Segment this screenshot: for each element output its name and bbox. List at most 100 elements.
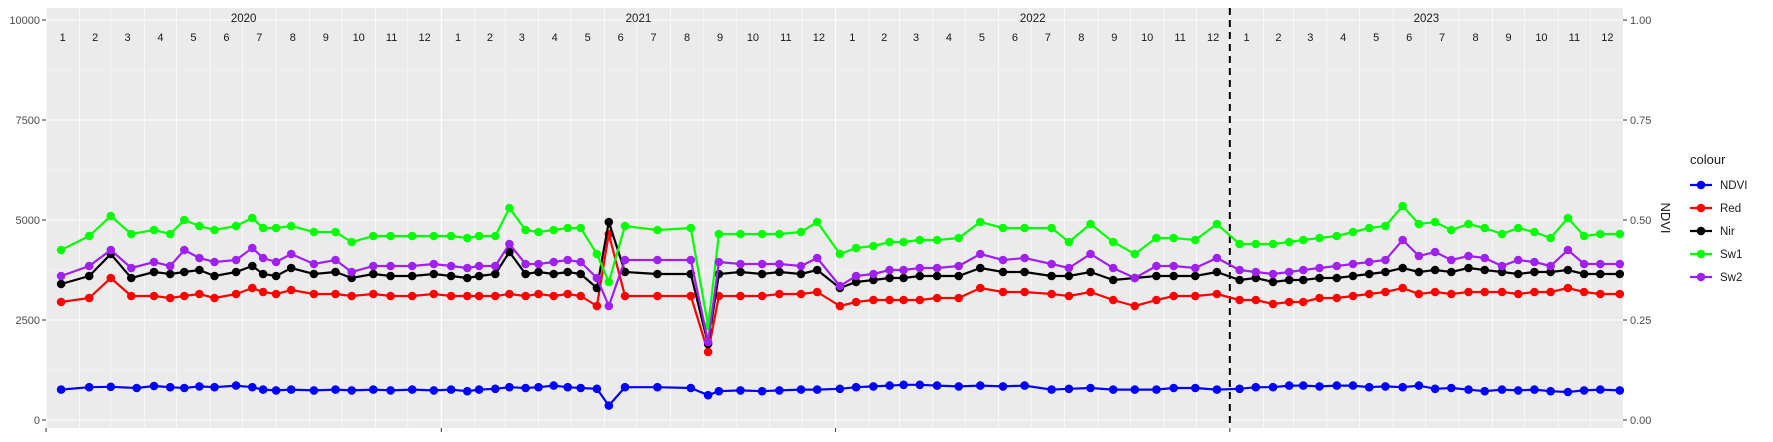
sw2-point [1546,261,1555,271]
nir-point [446,271,456,281]
sw2-point [1086,249,1095,259]
red-point [407,291,417,301]
red-point [1513,289,1523,299]
nir-point [796,269,806,279]
sw2-point [736,259,745,269]
sw2-point [429,259,439,269]
series-ndvi [56,380,1625,410]
month-label: 5 [190,32,196,44]
sw2-point [932,263,942,273]
ndvi-point [932,381,942,390]
sw1-point [775,229,784,239]
month-label: 5 [979,32,985,44]
ndvi-point [149,381,159,391]
nir-point [1108,275,1118,285]
sw1-point [1480,223,1489,233]
ndvi-point [386,386,395,395]
sw1-point [1332,231,1342,241]
nir-point [576,269,585,279]
legend-label-red: Red [1720,203,1741,215]
red-point [1284,297,1294,307]
legend-title: colour [1690,152,1726,167]
ndvi-point [1020,381,1029,390]
nir-point [463,273,472,283]
legend-key-red-point [1696,203,1706,213]
y-tick-label: 10000 [9,15,40,27]
sw1-point [592,249,602,259]
ndvi-point [757,386,767,396]
red-point [1268,299,1278,309]
legend-key-nir-point [1696,226,1706,236]
red-point [1130,301,1140,311]
ndvi-point [1513,386,1523,395]
red-point [386,291,395,301]
sw2-point [231,255,241,265]
red-point [505,289,514,299]
month-label: 4 [552,32,558,44]
red-point [592,301,602,311]
nir-point [932,271,942,281]
sw2-point [954,261,963,271]
month-label: 11 [1569,32,1580,44]
nir-point [775,267,784,277]
month-label: 11 [780,32,791,44]
ndvi-point [195,382,204,391]
sw2-point [1299,265,1308,275]
month-label: 6 [1406,32,1412,44]
red-point [1020,287,1029,297]
sw2-point [976,249,985,259]
sw2-point [703,337,713,347]
sw1-point [1108,237,1118,247]
ndvi-point [686,383,696,393]
sw2-point [331,255,340,265]
nir-point [549,269,558,279]
sw1-point [954,233,963,243]
sw1-point [386,231,395,241]
red-point [576,291,585,301]
red-point [686,291,696,301]
month-label: 10 [353,32,365,44]
month-label: 7 [256,32,262,44]
red-point [1152,295,1161,305]
sw2-point [84,261,94,271]
sw2-point [127,263,136,273]
nir-point [998,267,1008,277]
sw1-point [1130,249,1140,259]
red-point [796,289,806,299]
nir-point [885,273,894,283]
sw2-point [1332,261,1342,271]
y-tick-label: 2500 [16,315,40,327]
red-point [369,289,378,299]
nir-point [1086,267,1095,277]
sw1-point [1579,231,1589,241]
sw1-point [1020,223,1029,233]
ndvi-point [1268,382,1278,392]
red-point [1332,293,1342,303]
red-point [1191,291,1200,301]
sw2-point [915,263,925,273]
sw1-point [446,231,456,241]
red-point [331,289,340,299]
red-point [1064,291,1074,301]
nir-point [851,277,861,287]
sw1-point [1348,227,1358,237]
nir-point [1447,267,1456,277]
nir-point [429,269,439,279]
sw2-point [521,259,530,269]
month-label: 5 [585,32,591,44]
sw1-point [56,245,66,255]
sw1-point [369,231,378,241]
sw1-point [1513,223,1523,233]
ndvi-point [1047,385,1056,394]
red-point [549,291,558,301]
month-label: 12 [813,32,825,44]
red-point [932,293,942,303]
sw1-point [195,221,204,231]
sw1-point [1064,237,1074,247]
sw1-point [736,229,745,239]
sw2-point [851,271,861,281]
ndvi-point [1497,385,1507,394]
month-label: 12 [418,32,430,44]
ndvi-point [369,385,378,394]
